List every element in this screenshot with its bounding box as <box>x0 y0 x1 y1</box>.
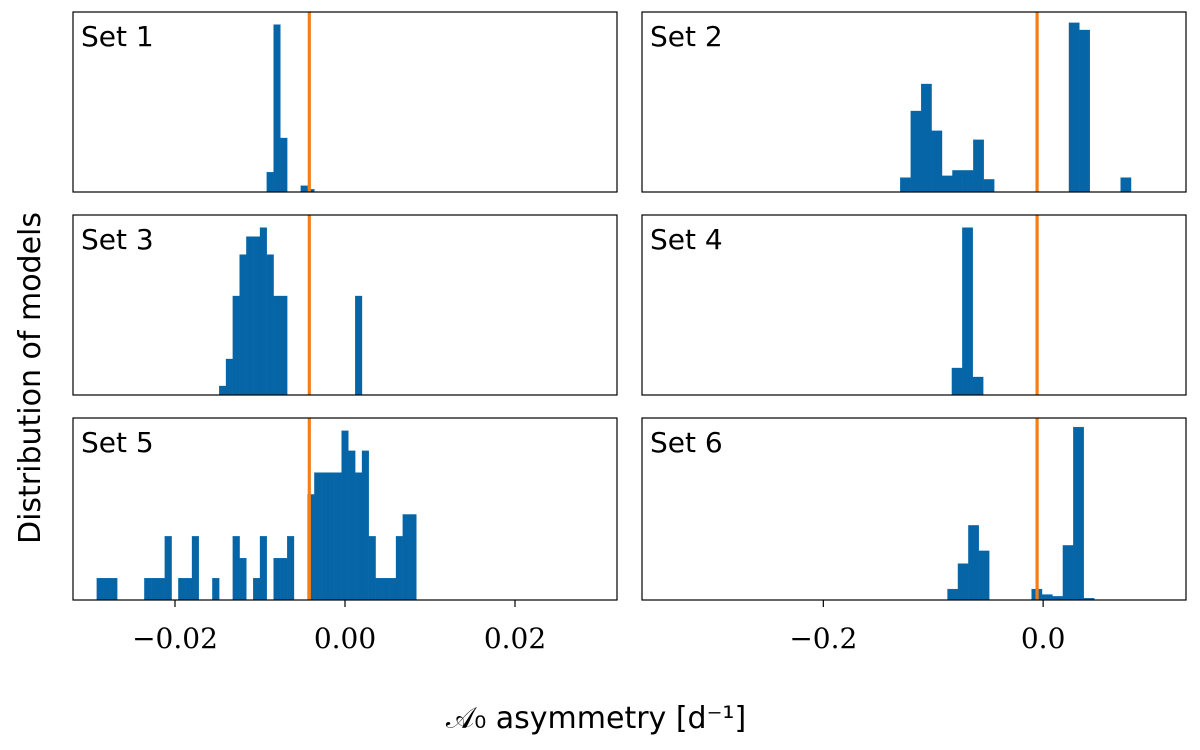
histogram-bar <box>978 550 990 601</box>
histogram-bar <box>1073 426 1084 601</box>
panel-4: Set 4 <box>641 214 1187 396</box>
histogram-bar <box>273 557 281 601</box>
histogram-bar <box>368 536 376 601</box>
panel-5: Set 5 <box>72 417 618 601</box>
histogram-bar <box>957 563 969 601</box>
histogram-bar <box>334 472 342 601</box>
histogram-bar <box>280 557 288 601</box>
x-tick-label: 0.00 <box>314 622 376 655</box>
histogram-bar <box>1041 594 1053 601</box>
x-tick-label: −0.02 <box>132 622 218 655</box>
panel-label: Set 5 <box>81 426 154 459</box>
histogram-bar <box>355 472 363 601</box>
histogram-bar <box>375 578 383 601</box>
histogram-bar <box>962 170 974 193</box>
histogram-bar <box>300 185 308 193</box>
histogram-bar <box>947 588 959 601</box>
histogram-bar <box>259 227 267 396</box>
histogram-bar <box>1068 22 1080 193</box>
x-tick-label: 0.0 <box>1021 622 1066 655</box>
histogram-bar <box>273 295 281 396</box>
panel-frame <box>72 214 618 396</box>
panel-2: Set 2 <box>641 11 1187 193</box>
histogram-bar <box>164 536 172 601</box>
histogram-bar <box>103 578 111 601</box>
histogram-bar <box>253 236 261 396</box>
histogram-bar <box>287 536 295 601</box>
histogram-bar <box>280 137 288 193</box>
x-axis-ticks: −0.02 0.00 0.02 −0.2 0.0 <box>132 600 1065 655</box>
histogram-bar <box>314 472 322 601</box>
panel-label: Set 2 <box>650 20 723 53</box>
histogram-bar <box>941 175 953 193</box>
histogram-bar <box>952 170 964 193</box>
histogram-bar <box>382 578 390 601</box>
histogram-bar <box>983 179 995 193</box>
histogram-bar <box>246 236 254 396</box>
histogram-bar <box>348 450 356 601</box>
histogram-bar <box>395 536 403 601</box>
histogram-bar <box>144 578 152 601</box>
panel-label: Set 3 <box>81 223 154 256</box>
histogram-bar <box>239 557 247 601</box>
histogram-bar <box>968 525 979 601</box>
panel-1: Set 1 <box>72 11 618 193</box>
histogram-bar <box>973 139 984 193</box>
histogram-bar <box>972 376 984 396</box>
panel-6: Set 6 <box>641 417 1187 601</box>
histogram-bar <box>341 430 349 601</box>
histogram-bar <box>232 295 240 396</box>
histogram-bar <box>219 385 227 396</box>
histogram-bar <box>151 578 159 601</box>
histogram-bar <box>259 536 267 601</box>
histogram-bar <box>361 450 369 601</box>
histogram-bar <box>266 172 274 193</box>
histogram-bar <box>185 578 193 601</box>
histogram-bar <box>355 295 363 396</box>
x-axis-label: 𝒜₀ asymmetry [d⁻¹] <box>446 701 746 736</box>
histogram-bar <box>389 578 397 601</box>
panel-frame <box>641 417 1187 601</box>
histogram-bar <box>910 110 922 193</box>
histogram-bar <box>402 514 410 601</box>
histogram-bar <box>900 177 911 193</box>
histogram-bar <box>266 254 274 396</box>
x-tick-label: 0.02 <box>484 622 546 655</box>
histogram-bar <box>273 24 281 193</box>
x-tick-label: −0.2 <box>789 622 857 655</box>
histogram-bar <box>212 578 220 601</box>
histogram-bar <box>409 514 417 601</box>
panel-label: Set 4 <box>650 223 723 256</box>
histogram-bar <box>951 367 963 396</box>
y-axis-label: Distribution of models <box>13 212 48 544</box>
histogram-bar <box>232 536 240 601</box>
panel-frame <box>641 11 1187 193</box>
histogram-bar <box>178 578 186 601</box>
histogram-bar <box>1062 545 1074 601</box>
panel-label: Set 6 <box>650 426 723 459</box>
histogram-bar <box>321 472 329 601</box>
panel-label: Set 1 <box>81 20 154 53</box>
histogram-bar <box>280 295 288 396</box>
histogram-bar <box>225 358 233 396</box>
histogram-bar <box>253 578 261 601</box>
panel-frame <box>641 214 1187 396</box>
histogram-bar <box>1120 177 1132 193</box>
panels-group: Set 1 Set 2 Set 3 Set 4 Set 5 Set 6 <box>72 11 1187 601</box>
histogram-bar <box>110 578 118 601</box>
histogram-bar <box>962 227 973 396</box>
histogram-bar <box>191 536 199 601</box>
histogram-bar <box>1079 29 1090 193</box>
panel-3: Set 3 <box>72 214 618 396</box>
histogram-bar <box>931 130 943 193</box>
histogram-bar <box>239 254 247 396</box>
histogram-bar <box>157 578 165 601</box>
panel-frame <box>72 11 618 193</box>
histogram-bar <box>327 472 335 601</box>
histogram-bar <box>920 83 932 193</box>
histogram-bar <box>96 578 104 601</box>
